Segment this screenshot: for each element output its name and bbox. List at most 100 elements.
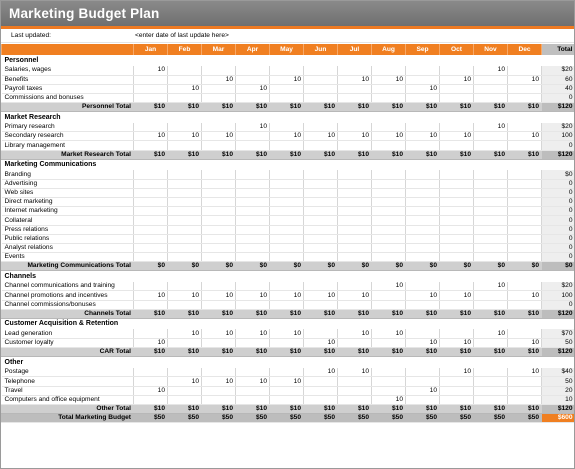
month-cell[interactable] (405, 170, 440, 180)
month-cell[interactable] (303, 122, 338, 133)
month-cell[interactable] (269, 188, 304, 199)
month-cell[interactable] (167, 338, 202, 349)
month-cell[interactable] (337, 386, 372, 396)
month-cell[interactable] (303, 179, 338, 190)
month-cell[interactable] (405, 206, 440, 217)
month-cell[interactable] (167, 122, 202, 133)
month-cell[interactable] (167, 140, 202, 151)
month-cell[interactable]: $10 (167, 102, 202, 113)
month-cell[interactable] (473, 252, 508, 263)
month-cell[interactable] (303, 140, 338, 151)
month-cell[interactable]: 10 (133, 290, 168, 301)
month-cell[interactable] (405, 367, 440, 378)
month-cell[interactable] (167, 197, 202, 208)
month-cell[interactable]: 10 (235, 290, 270, 301)
month-cell[interactable] (473, 243, 508, 254)
month-cell[interactable]: $10 (303, 404, 338, 415)
month-cell[interactable]: $10 (133, 102, 168, 113)
month-cell[interactable] (303, 395, 338, 405)
month-cell[interactable]: 10 (337, 131, 372, 142)
month-cell[interactable] (303, 188, 338, 199)
month-cell[interactable] (371, 84, 406, 94)
month-cell[interactable]: 10 (473, 66, 508, 76)
month-cell[interactable] (303, 234, 338, 244)
month-cell[interactable]: $10 (167, 150, 202, 160)
month-cell[interactable] (473, 197, 508, 208)
month-cell[interactable]: 10 (337, 367, 372, 378)
month-cell[interactable] (337, 170, 372, 180)
month-cell[interactable]: $50 (303, 413, 338, 424)
month-cell[interactable] (371, 93, 406, 104)
month-cell[interactable] (439, 376, 474, 387)
month-cell[interactable] (473, 93, 508, 104)
month-cell[interactable] (167, 243, 202, 254)
month-cell[interactable]: $10 (405, 347, 440, 358)
month-cell[interactable] (303, 386, 338, 396)
month-cell[interactable]: $10 (439, 347, 474, 358)
month-cell[interactable] (405, 140, 440, 151)
month-cell[interactable] (371, 122, 406, 133)
month-cell[interactable]: $50 (405, 413, 440, 424)
month-cell[interactable] (133, 206, 168, 217)
month-cell[interactable] (235, 300, 270, 310)
month-cell[interactable] (303, 243, 338, 254)
month-cell[interactable] (337, 243, 372, 254)
month-cell[interactable] (405, 376, 440, 387)
month-cell[interactable] (439, 179, 474, 190)
month-cell[interactable]: $10 (405, 404, 440, 415)
month-cell[interactable] (337, 376, 372, 387)
month-cell[interactable]: $10 (133, 347, 168, 358)
month-cell[interactable] (167, 93, 202, 104)
month-cell[interactable]: $10 (201, 150, 236, 160)
month-cell[interactable]: $50 (371, 413, 406, 424)
month-cell[interactable] (303, 300, 338, 310)
month-cell[interactable] (269, 179, 304, 190)
month-cell[interactable] (201, 300, 236, 310)
month-cell[interactable] (405, 215, 440, 226)
month-cell[interactable] (473, 131, 508, 142)
month-cell[interactable] (201, 84, 236, 94)
month-cell[interactable]: $10 (303, 309, 338, 319)
month-cell[interactable]: $50 (235, 413, 270, 424)
month-cell[interactable] (507, 300, 542, 310)
month-cell[interactable] (167, 234, 202, 244)
month-cell[interactable]: $10 (371, 309, 406, 319)
month-cell[interactable]: 10 (201, 75, 236, 85)
month-cell[interactable] (507, 281, 542, 292)
month-cell[interactable]: $10 (507, 404, 542, 415)
month-cell[interactable]: $50 (167, 413, 202, 424)
month-cell[interactable] (269, 66, 304, 76)
month-cell[interactable]: $50 (201, 413, 236, 424)
month-cell[interactable] (507, 386, 542, 396)
month-cell[interactable] (235, 252, 270, 263)
month-cell[interactable]: 10 (405, 131, 440, 142)
month-cell[interactable] (133, 252, 168, 263)
month-cell[interactable] (439, 140, 474, 151)
month-cell[interactable]: 10 (371, 329, 406, 340)
month-cell[interactable] (439, 386, 474, 396)
month-cell[interactable]: 10 (201, 376, 236, 387)
month-cell[interactable] (473, 75, 508, 85)
month-cell[interactable] (473, 206, 508, 217)
month-cell[interactable]: $0 (167, 261, 202, 272)
month-cell[interactable] (167, 281, 202, 292)
month-cell[interactable] (371, 252, 406, 263)
month-cell[interactable] (507, 395, 542, 405)
month-cell[interactable] (473, 215, 508, 226)
month-cell[interactable]: 10 (507, 131, 542, 142)
month-cell[interactable] (507, 215, 542, 226)
month-cell[interactable]: $10 (235, 309, 270, 319)
month-cell[interactable] (371, 170, 406, 180)
month-cell[interactable] (133, 329, 168, 340)
month-cell[interactable] (235, 225, 270, 235)
month-cell[interactable] (167, 386, 202, 396)
month-cell[interactable]: 10 (405, 386, 440, 396)
month-cell[interactable]: 10 (235, 376, 270, 387)
month-cell[interactable] (507, 93, 542, 104)
month-cell[interactable]: 10 (439, 290, 474, 301)
month-cell[interactable] (303, 281, 338, 292)
month-cell[interactable]: $10 (303, 102, 338, 113)
month-cell[interactable] (201, 93, 236, 104)
month-cell[interactable] (439, 252, 474, 263)
month-cell[interactable]: $0 (337, 261, 372, 272)
